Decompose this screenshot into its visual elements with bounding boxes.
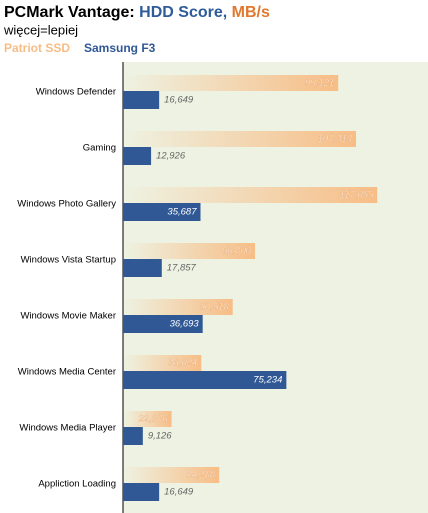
bar (123, 411, 172, 427)
chart-title: PCMark Vantage: HDD Score, MB/s (4, 4, 270, 21)
y-tick-label: Windows Movie Maker (20, 311, 116, 322)
bar (123, 147, 152, 165)
bar (123, 427, 143, 445)
value-label: 16,649 (164, 487, 194, 498)
value-label: 36,024 (168, 358, 197, 369)
value-label: 117,055 (340, 190, 374, 201)
value-label: 50,518 (200, 302, 230, 313)
y-tick-label: Appliction Loading (38, 479, 116, 490)
value-label: 44,288 (186, 470, 216, 481)
title-part: HDD Score, (139, 4, 227, 21)
legend-entry: Patriot SSD (4, 41, 70, 55)
bar (123, 467, 220, 483)
bar (123, 75, 339, 91)
bar (123, 315, 203, 333)
y-tick-label: Windows Media Player (19, 423, 116, 434)
title-part: MB/s (232, 4, 270, 21)
bar (123, 243, 256, 259)
bar (123, 187, 378, 203)
chart-subtitle: więcej=lepiej (3, 22, 78, 37)
y-tick-label: Windows Photo Gallery (17, 199, 116, 210)
value-label: 107,313 (318, 134, 353, 145)
y-tick-label: Gaming (83, 143, 116, 154)
value-label: 75,234 (253, 375, 282, 386)
bar (123, 203, 201, 221)
y-tick-label: Windows Vista Startup (21, 255, 116, 266)
value-label: 12,926 (156, 151, 186, 162)
bar (123, 483, 160, 501)
value-label: 22,376 (138, 414, 169, 425)
bar (123, 259, 162, 277)
bar (123, 355, 202, 371)
y-tick-label: Windows Media Center (18, 367, 116, 378)
title-part: PCMark Vantage: (4, 4, 135, 21)
value-label: 35,687 (167, 207, 197, 218)
bar (123, 299, 233, 315)
value-label: 60,800 (222, 246, 252, 257)
bar (123, 91, 160, 109)
value-label: 17,857 (167, 263, 197, 274)
legend-entry: Samsung F3 (84, 41, 156, 55)
plot-background (123, 62, 428, 513)
bar (123, 371, 287, 389)
value-label: 16,649 (164, 95, 194, 106)
y-tick-label: Windows Defender (36, 87, 116, 98)
value-label: 9,126 (148, 431, 172, 442)
bar (123, 131, 357, 147)
value-label: 99,121 (305, 78, 334, 89)
value-label: 36,693 (170, 319, 200, 330)
